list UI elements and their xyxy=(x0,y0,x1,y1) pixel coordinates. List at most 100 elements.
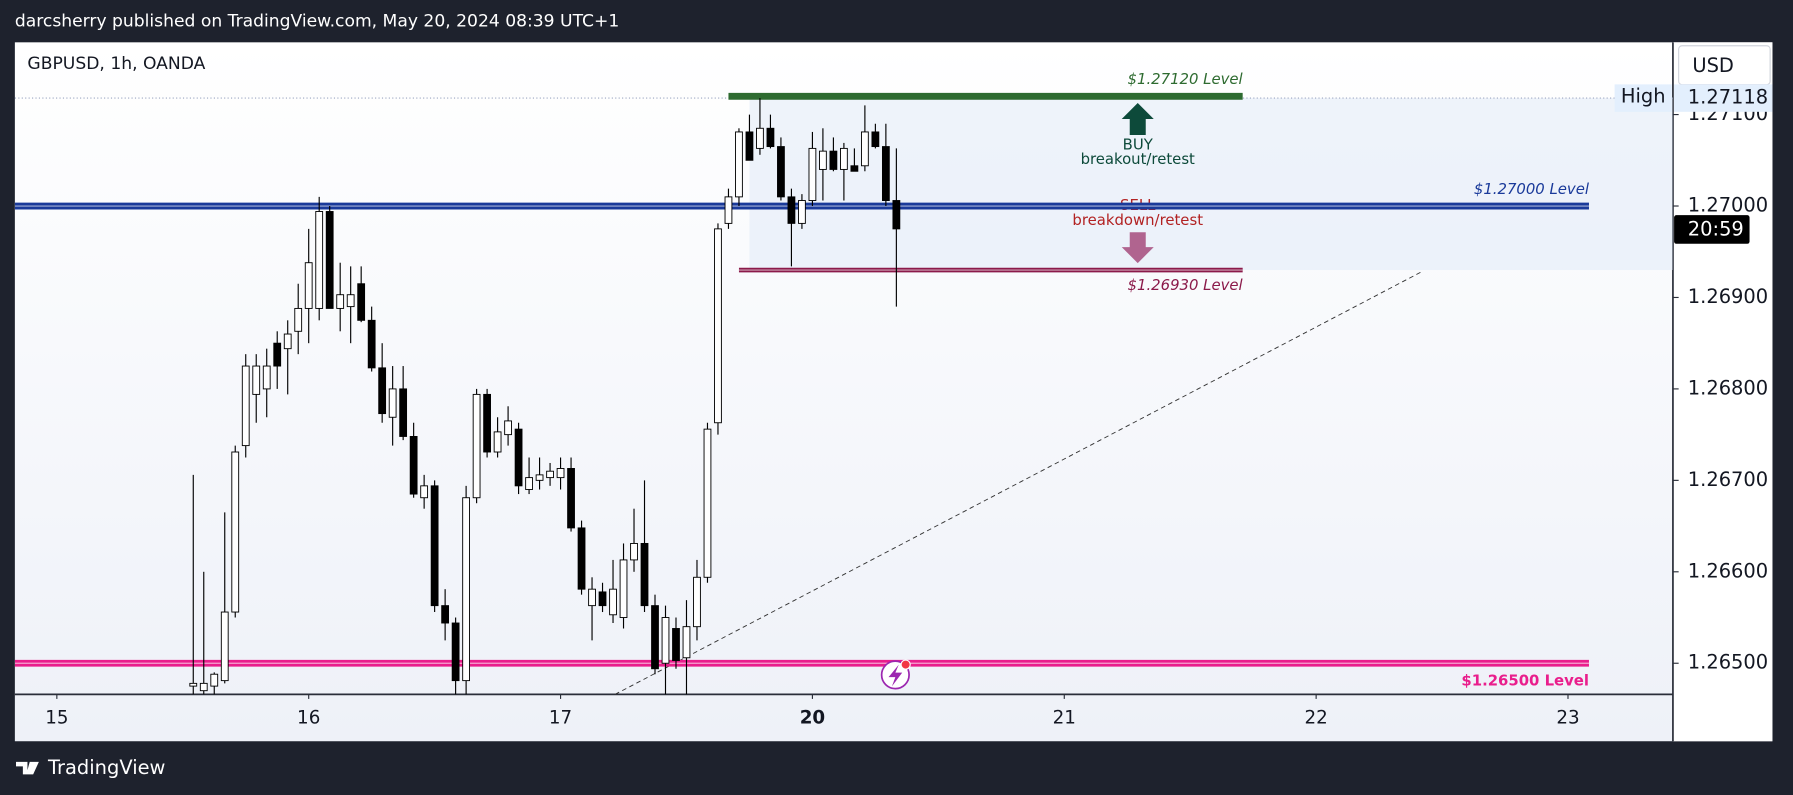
candle-body xyxy=(798,200,806,224)
alert-bolt xyxy=(888,664,903,687)
candle-body xyxy=(535,474,544,481)
candle-body xyxy=(388,388,397,418)
candle-body xyxy=(220,611,229,682)
brand-logo xyxy=(16,761,39,775)
candle-body xyxy=(483,393,491,453)
candle-body xyxy=(378,367,387,415)
brand: TradingView xyxy=(47,756,166,779)
level-label: $1.27120 Level xyxy=(1128,70,1244,88)
countdown-box xyxy=(1674,215,1750,244)
x-tick-label: 15 xyxy=(45,707,68,728)
level-label: $1.27000 Level xyxy=(1474,180,1590,198)
candle-body xyxy=(294,307,303,332)
candle-body xyxy=(850,165,859,172)
candle-body xyxy=(860,131,869,167)
publisher: darcsherry published on TradingView.com,… xyxy=(15,12,619,32)
candle-body xyxy=(336,294,345,309)
candle-body xyxy=(451,622,460,682)
candle-body xyxy=(262,365,271,390)
candle-body xyxy=(273,342,282,367)
candle-body xyxy=(892,200,901,230)
candle-body xyxy=(630,542,638,561)
annotation-text: breakdown/retest xyxy=(1072,211,1203,229)
alert-dot xyxy=(900,659,911,670)
candle-body xyxy=(493,431,502,453)
candle-body xyxy=(651,605,659,670)
annotation-title: BUY xyxy=(1123,135,1154,153)
candle-body xyxy=(745,131,754,161)
y-tick-label: 1.26700 xyxy=(1688,468,1768,491)
y-tick-label: 1.26900 xyxy=(1688,285,1768,308)
high-value: 1.27118 xyxy=(1688,86,1768,109)
y-tick-label: 1.26500 xyxy=(1688,651,1768,674)
candle-body xyxy=(409,436,418,495)
candle-body xyxy=(420,485,429,499)
candle-body xyxy=(881,146,890,201)
candle-body xyxy=(714,228,722,424)
high-label: High xyxy=(1621,84,1666,107)
candle-body xyxy=(840,147,848,170)
candle-body xyxy=(682,626,691,659)
level-label: $1.26500 Level xyxy=(1461,672,1589,690)
candle-body xyxy=(829,150,838,170)
candle-body xyxy=(787,196,796,224)
candle-body xyxy=(756,127,764,149)
candle-body xyxy=(640,542,649,607)
candle-body xyxy=(252,365,261,395)
candle-body xyxy=(808,147,817,201)
candle-body xyxy=(661,617,670,664)
overlay: 1.26500 1.26600 1.26700 1.26800 1.26900 1.270… xyxy=(45,70,1773,728)
candle-body xyxy=(441,605,450,624)
candle-body xyxy=(189,682,198,687)
x-tick-label: 20 xyxy=(800,707,825,728)
high-value-box xyxy=(1674,84,1773,112)
candle-body xyxy=(399,388,408,437)
high-label-box xyxy=(1614,84,1672,112)
chart-panel xyxy=(14,42,1773,742)
candle-body xyxy=(819,150,827,170)
x-tick-label: 17 xyxy=(549,707,572,728)
candle-body xyxy=(525,477,533,490)
symbol: GBPUSD, 1h, OANDA xyxy=(27,54,205,74)
zone xyxy=(749,98,1673,271)
candle-body xyxy=(619,559,628,618)
candle-body xyxy=(231,451,240,613)
candle-body xyxy=(472,393,481,499)
candle-body xyxy=(241,365,250,447)
candle-body xyxy=(462,497,470,682)
price-scale xyxy=(1672,42,1773,742)
candle-body xyxy=(504,420,512,436)
y-tick-label: 1.26800 xyxy=(1688,376,1768,399)
candle-body xyxy=(210,673,219,687)
candle-body xyxy=(735,131,743,198)
x-tick-label: 22 xyxy=(1305,707,1328,728)
candle-body xyxy=(315,211,324,309)
candle-body xyxy=(609,588,617,616)
candle-body xyxy=(724,196,733,224)
candle-body xyxy=(672,628,680,661)
x-tick-label: 23 xyxy=(1556,707,1579,728)
candle-body xyxy=(199,682,208,692)
candle-body xyxy=(598,591,607,607)
x-tick-label: 16 xyxy=(297,707,320,728)
candle-body xyxy=(283,333,292,350)
candle-body xyxy=(357,283,366,321)
y-tick-label: 1.27000 xyxy=(1688,194,1768,217)
candle-body xyxy=(567,468,575,529)
candle-body xyxy=(346,294,355,308)
candle-body xyxy=(304,262,313,309)
candle-body xyxy=(556,468,565,479)
candle-body xyxy=(777,146,785,198)
candle-body xyxy=(703,428,712,578)
candle-body xyxy=(430,485,439,607)
annotation-text: breakout/retest xyxy=(1081,150,1195,168)
candle-body xyxy=(871,131,880,148)
candle-body xyxy=(588,588,596,607)
countdown: 20:59 xyxy=(1688,218,1744,241)
level-label: $1.26930 Level xyxy=(1128,276,1244,294)
x-tick-label: 21 xyxy=(1053,707,1076,728)
candle-body xyxy=(514,428,523,487)
